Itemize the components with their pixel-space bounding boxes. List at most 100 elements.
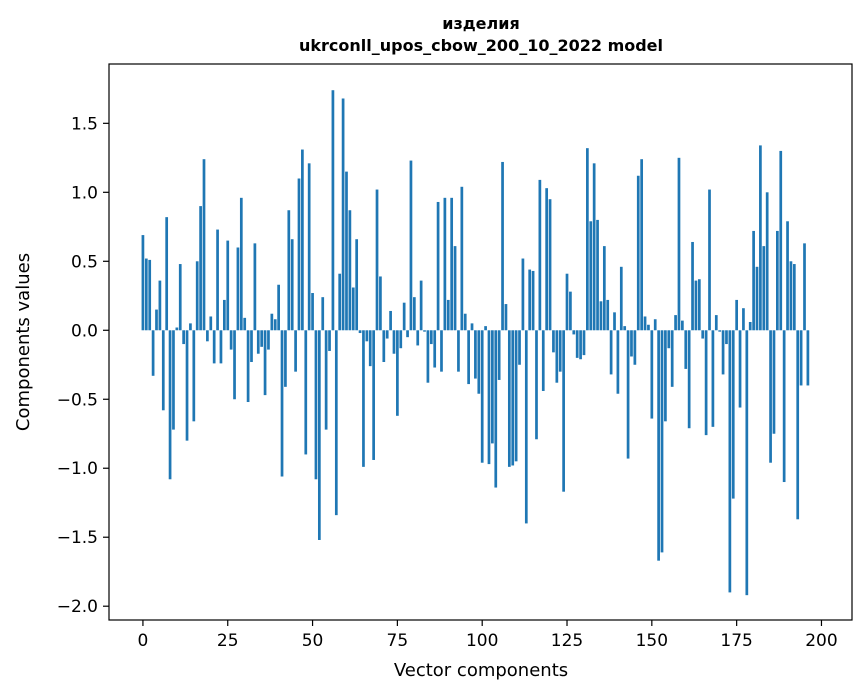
bar-11	[178, 264, 182, 331]
bar-173	[728, 330, 732, 593]
bar-94	[460, 186, 464, 331]
bar-107	[504, 304, 508, 331]
bar-179	[748, 321, 752, 331]
bar-144	[630, 330, 633, 357]
bar-145	[633, 330, 637, 365]
bar-184	[765, 192, 769, 331]
bar-106	[501, 161, 504, 331]
bar-49	[307, 163, 311, 331]
bar-56	[331, 90, 335, 331]
bar-96	[467, 330, 470, 385]
bar-156	[670, 330, 674, 387]
x-tick-label: 50	[302, 631, 324, 651]
bar-42	[284, 330, 287, 387]
bar-91	[450, 197, 454, 331]
bar-82	[419, 280, 423, 331]
bar-59	[341, 98, 345, 331]
bar-139	[613, 312, 616, 331]
bar-73	[389, 310, 392, 331]
bar-32	[250, 330, 253, 363]
y-tick-label: −1.5	[57, 528, 98, 548]
bar-27	[233, 330, 236, 400]
bar-120	[548, 199, 552, 331]
bar-127	[572, 330, 576, 335]
bar-26	[229, 330, 233, 350]
bar-101	[484, 326, 487, 331]
bar-8	[168, 330, 172, 480]
bar-125	[565, 273, 569, 331]
x-tick-label: 150	[636, 631, 668, 651]
bar-48	[304, 330, 308, 455]
bar-20	[209, 316, 213, 331]
bar-62	[351, 287, 355, 331]
bar-89	[443, 197, 447, 331]
bar-90	[446, 299, 450, 331]
bar-31	[246, 330, 250, 403]
bar-105	[497, 330, 501, 380]
bar-23	[219, 330, 223, 364]
bar-36	[263, 330, 267, 396]
bar-66	[365, 330, 369, 342]
bar-157	[674, 315, 677, 331]
bar-196	[806, 330, 810, 386]
bar-186	[772, 330, 776, 434]
bar-69	[375, 189, 379, 331]
bar-108	[507, 330, 511, 467]
bar-22	[216, 229, 219, 331]
bar-103	[491, 330, 494, 444]
bar-162	[691, 241, 694, 331]
bar-83	[423, 330, 426, 332]
bar-152	[657, 330, 660, 561]
bar-163	[694, 280, 698, 331]
bar-70	[379, 276, 382, 331]
bar-117	[538, 179, 542, 331]
bar-131	[586, 148, 589, 331]
bar-1	[144, 258, 148, 331]
bar-181	[755, 266, 759, 331]
bar-155	[667, 330, 671, 349]
bar-35	[260, 330, 264, 347]
bar-75	[396, 330, 399, 416]
bar-130	[582, 330, 586, 356]
bar-81	[416, 330, 420, 346]
bar-138	[609, 330, 613, 375]
bar-37	[267, 330, 270, 350]
bar-58	[338, 273, 342, 331]
y-tick-label: −1.0	[57, 459, 98, 479]
bar-3	[151, 330, 155, 376]
bar-65	[362, 330, 365, 467]
bar-185	[769, 330, 772, 463]
bar-76	[399, 330, 403, 349]
x-tick-label: 100	[466, 631, 498, 651]
bar-178	[745, 330, 749, 596]
bar-84	[426, 330, 430, 383]
bar-175	[735, 299, 739, 331]
bar-74	[392, 330, 396, 354]
bar-10	[175, 327, 179, 331]
bar-141	[619, 266, 623, 331]
bar-77	[402, 302, 406, 331]
bar-0	[141, 235, 145, 331]
y-tick-label: 0.0	[71, 321, 98, 341]
bar-168	[711, 330, 715, 427]
bar-177	[742, 308, 745, 331]
chart-title-line-2: ukrconll_upos_cbow_200_10_2022 model	[299, 36, 663, 55]
bar-93	[457, 330, 460, 372]
bar-109	[511, 330, 515, 466]
bar-19	[206, 330, 209, 342]
bar-191	[789, 261, 793, 331]
bar-112	[521, 258, 525, 331]
bar-140	[616, 330, 620, 394]
x-axis-ticks: 0 25 50 75 100 125 150 175 200	[138, 620, 838, 651]
bar-118	[541, 330, 545, 391]
bar-142	[623, 326, 627, 331]
bar-88	[440, 330, 443, 372]
y-tick-label: 1.0	[71, 183, 98, 203]
bar-99	[477, 330, 481, 394]
bar-172	[725, 330, 728, 345]
bar-34	[256, 330, 260, 354]
bar-45	[294, 330, 297, 372]
bar-102	[487, 330, 491, 465]
bar-95	[463, 313, 467, 331]
bar-25	[226, 240, 230, 331]
